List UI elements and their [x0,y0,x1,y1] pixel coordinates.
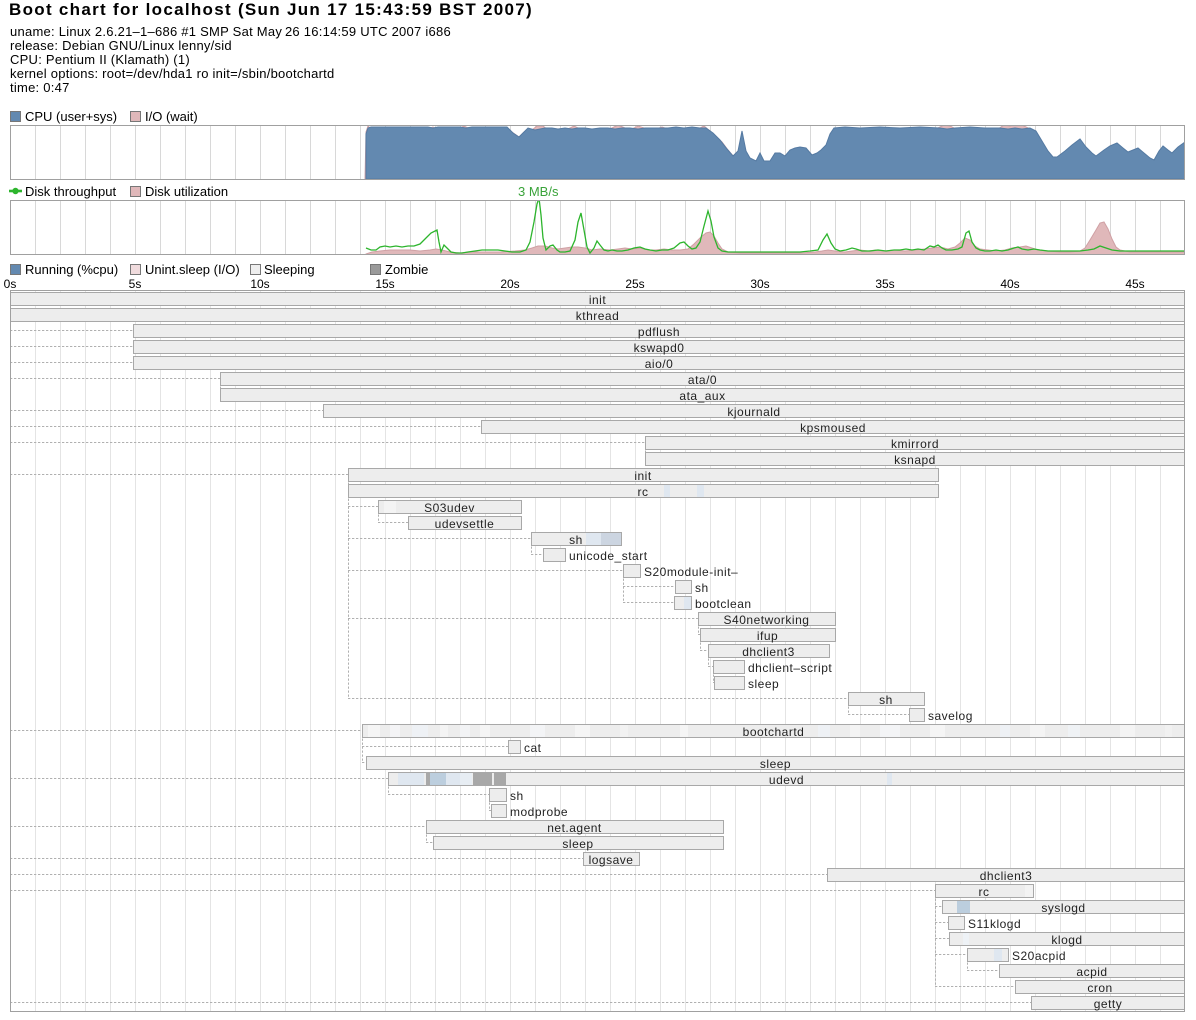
svg-text:ksnapd: ksnapd [894,453,936,467]
svg-text:klogd: klogd [1051,933,1082,947]
svg-text:rc: rc [638,485,649,499]
svg-text:pdflush: pdflush [638,325,680,339]
svg-text:ata_aux: ata_aux [679,389,725,403]
svg-text:bootclean: bootclean [695,597,752,611]
svg-text:kjournald: kjournald [727,405,780,419]
svg-text:sleep: sleep [748,677,779,691]
svg-text:dhclient–script: dhclient–script [748,661,832,675]
svg-text:S20acpid: S20acpid [1012,949,1066,963]
svg-text:bootchartd: bootchartd [743,725,805,739]
svg-text:sh: sh [695,581,709,595]
svg-text:kpsmoused: kpsmoused [800,421,866,435]
svg-text:kmirrord: kmirrord [891,437,939,451]
svg-text:S11klogd: S11klogd [968,917,1021,931]
svg-text:kthread: kthread [576,309,620,323]
svg-text:savelog: savelog [928,709,973,723]
svg-text:cron: cron [1087,981,1112,995]
svg-text:init: init [634,469,652,483]
svg-text:init: init [589,293,607,307]
svg-text:sleep: sleep [562,837,593,851]
svg-text:S20module-init–: S20module-init– [644,565,738,579]
svg-text:modprobe: modprobe [510,805,568,819]
svg-text:S40networking: S40networking [724,613,810,627]
svg-text:kswapd0: kswapd0 [634,341,685,355]
svg-text:dhclient3: dhclient3 [742,645,795,659]
svg-text:S03udev: S03udev [424,501,475,515]
svg-text:sh: sh [510,789,524,803]
svg-text:sh: sh [569,533,583,547]
svg-text:sleep: sleep [760,757,791,771]
svg-text:udevsettle: udevsettle [435,517,495,531]
svg-text:unicode_start: unicode_start [569,549,648,563]
svg-text:net.agent: net.agent [547,821,602,835]
svg-text:syslogd: syslogd [1041,901,1085,915]
svg-text:rc: rc [979,885,990,899]
svg-text:dhclient3: dhclient3 [980,869,1033,883]
svg-text:sh: sh [879,693,893,707]
svg-text:aio/0: aio/0 [645,357,674,371]
svg-text:logsave: logsave [589,853,634,867]
svg-text:udevd: udevd [769,773,804,787]
svg-text:getty: getty [1094,997,1123,1011]
svg-text:ata/0: ata/0 [688,373,717,387]
svg-text:acpid: acpid [1076,965,1107,979]
svg-text:ifup: ifup [757,629,778,643]
svg-text:cat: cat [524,741,542,755]
